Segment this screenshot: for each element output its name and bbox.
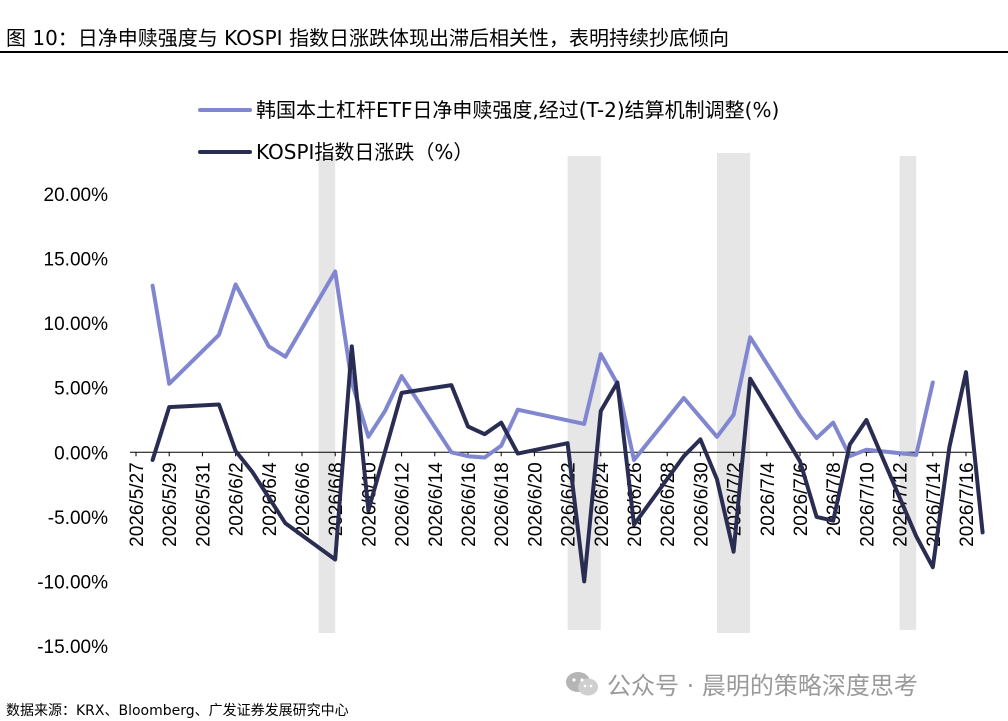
x-tick-label: 2026/6/24 <box>592 462 613 547</box>
chart: 20.00% 15.00% 10.00% 5.00% 0.00% -5.00% -10.00… <box>37 98 985 658</box>
y-tick-labels: 20.00% 15.00% 10.00% 5.00% 0.00% -5.00% -10.00… <box>37 185 108 658</box>
y-tick-label: 15.00% <box>44 250 109 271</box>
wechat-icon <box>566 671 598 695</box>
shaded-region <box>567 156 601 630</box>
legend: 韩国本土杠杆ETF日净申赎强度,经过(T-2)结算机制调整(%) KOSPI指数日… <box>198 98 779 164</box>
x-tick-label: 2026/6/20 <box>525 462 546 547</box>
y-tick-label: 10.00% <box>44 314 109 335</box>
series-line-2 <box>150 344 985 584</box>
series-line-1 <box>150 269 935 462</box>
x-tick-label: 2026/5/31 <box>193 462 214 547</box>
y-tick-label: 0.00% <box>54 443 108 464</box>
page-title: 图 10：日净申赎强度与 KOSPI 指数日涨跌体现出滞后相关性，表明持续抄底倾… <box>6 26 729 50</box>
x-tick-label: 2026/5/29 <box>160 462 181 547</box>
legend-label: 韩国本土杠杆ETF日净申赎强度,经过(T-2)结算机制调整(%) <box>256 98 779 122</box>
y-tick-label: 5.00% <box>54 379 108 400</box>
x-tick-label: 2026/6/2 <box>227 462 248 536</box>
source-note: 数据来源：KRX、Bloomberg、广发证券发展研究中心 <box>6 703 349 719</box>
y-tick-label: -15.00% <box>37 637 108 658</box>
x-tick-label: 2026/6/6 <box>293 462 314 536</box>
y-tick-label: -10.00% <box>37 572 108 593</box>
x-tick-label: 2026/7/10 <box>857 462 878 547</box>
x-tick-label: 2026/7/16 <box>957 462 978 547</box>
y-tick-label: 20.00% <box>44 185 109 206</box>
shaded-region <box>318 156 336 633</box>
x-tick-label: 2026/6/16 <box>459 462 480 547</box>
x-tick-label: 2026/6/14 <box>426 462 447 547</box>
shaded-region <box>717 153 751 633</box>
x-tick-label: 2026/5/27 <box>127 462 148 547</box>
x-tick-label: 2026/6/18 <box>492 462 513 547</box>
x-tick-label: 2026/6/30 <box>691 462 712 547</box>
x-tick-label: 2026/7/6 <box>791 462 812 536</box>
x-tick-label: 2026/6/12 <box>393 462 414 547</box>
watermark: 公众号 · 晨明的策略深度思考 <box>565 666 918 701</box>
legend-label: KOSPI指数日涨跌（%） <box>256 140 473 164</box>
y-tick-label: -5.00% <box>48 508 108 529</box>
shaded-region <box>899 156 917 630</box>
title-divider <box>0 51 1008 53</box>
watermark-text: 公众号 · 晨明的策略深度思考 <box>607 672 918 700</box>
x-tick-label: 2026/7/4 <box>758 462 779 536</box>
series-lines <box>150 269 985 584</box>
